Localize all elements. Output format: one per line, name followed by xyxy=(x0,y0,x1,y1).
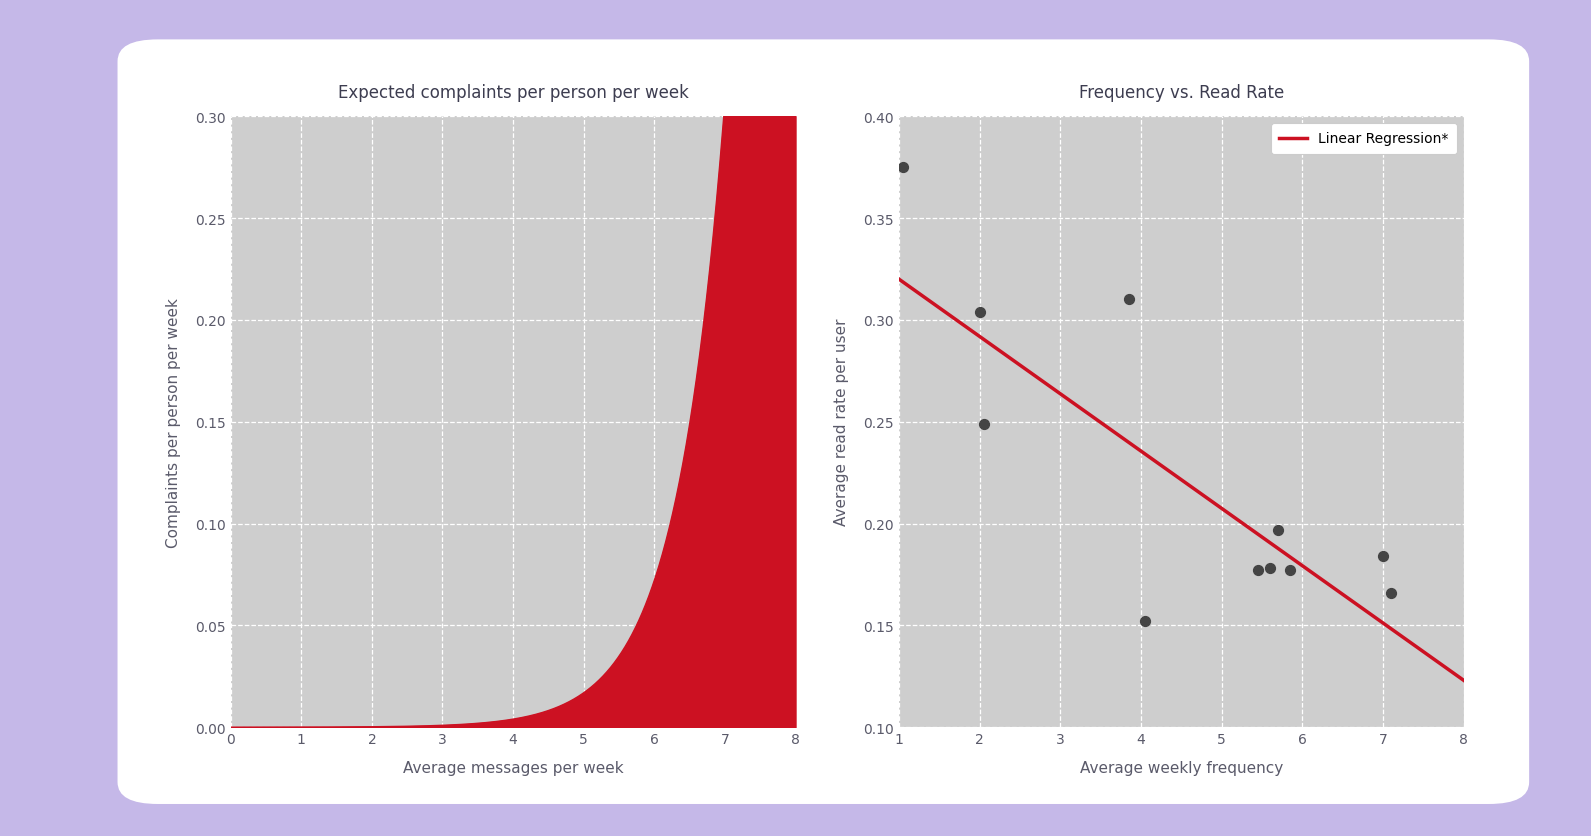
FancyBboxPatch shape xyxy=(118,40,1529,804)
Point xyxy=(1257,562,1282,575)
Point xyxy=(1278,564,1303,578)
Point xyxy=(1265,523,1290,537)
Point xyxy=(891,161,916,175)
Point xyxy=(971,417,996,431)
Point xyxy=(967,306,993,319)
Y-axis label: Complaints per person per week: Complaints per person per week xyxy=(165,298,181,547)
Point xyxy=(1378,586,1403,599)
X-axis label: Average messages per week: Average messages per week xyxy=(403,760,624,775)
Legend: Linear Regression*: Linear Regression* xyxy=(1271,124,1457,155)
Point xyxy=(1370,550,1395,563)
Point xyxy=(1117,293,1142,307)
Y-axis label: Average read rate per user: Average read rate per user xyxy=(834,319,850,526)
X-axis label: Average weekly frequency: Average weekly frequency xyxy=(1080,760,1282,775)
Title: Expected complaints per person per week: Expected complaints per person per week xyxy=(337,84,689,102)
Point xyxy=(1133,614,1158,628)
Title: Frequency vs. Read Rate: Frequency vs. Read Rate xyxy=(1079,84,1284,102)
Point xyxy=(1246,564,1271,578)
